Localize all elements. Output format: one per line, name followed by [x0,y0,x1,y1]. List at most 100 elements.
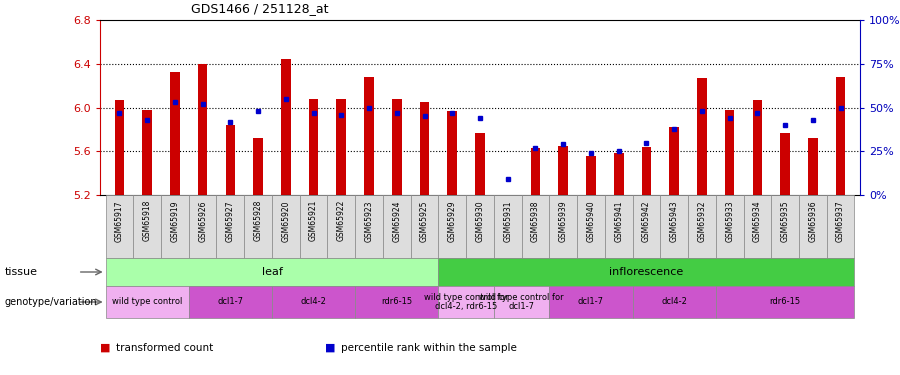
Bar [716,286,854,318]
Text: GDS1466 / 251128_at: GDS1466 / 251128_at [191,2,328,15]
Bar [494,195,522,258]
Text: wild type control for
dcl4-2, rdr6-15: wild type control for dcl4-2, rdr6-15 [424,292,508,311]
Bar [272,286,356,318]
Text: GSM65935: GSM65935 [780,200,789,242]
Text: leaf: leaf [262,267,283,277]
Bar [419,102,429,195]
Bar [114,100,124,195]
Text: genotype/variation: genotype/variation [4,297,97,307]
Bar [356,195,382,258]
Bar [577,195,605,258]
Bar [558,146,568,195]
Bar [337,99,347,195]
Text: GSM65933: GSM65933 [725,200,734,242]
Bar [133,195,161,258]
Bar [827,195,854,258]
Text: GSM65925: GSM65925 [420,200,429,242]
Bar [688,195,716,258]
Text: inflorescence: inflorescence [609,267,683,277]
Text: tissue: tissue [4,267,38,277]
Text: GSM65939: GSM65939 [559,200,568,242]
Text: dcl4-2: dcl4-2 [301,297,327,306]
Text: GSM65922: GSM65922 [337,200,346,242]
Text: wild type control: wild type control [112,297,183,306]
Bar [438,286,494,318]
Bar [189,195,217,258]
Text: GSM65943: GSM65943 [670,200,679,242]
Text: dcl4-2: dcl4-2 [662,297,687,306]
Bar [410,195,438,258]
Bar [161,195,189,258]
Bar [614,153,624,195]
Bar [438,258,854,286]
Bar [244,195,272,258]
Bar [752,100,762,195]
Bar [105,286,189,318]
Text: GSM65936: GSM65936 [808,200,817,242]
Text: ■: ■ [325,343,339,353]
Text: GSM65929: GSM65929 [448,200,457,242]
Bar [328,195,356,258]
Bar [189,286,272,318]
Bar [170,72,180,195]
Text: percentile rank within the sample: percentile rank within the sample [341,343,518,353]
Bar [356,286,438,318]
Text: dcl1-7: dcl1-7 [218,297,243,306]
Bar [549,286,633,318]
Bar [382,195,410,258]
Bar [466,195,494,258]
Text: GSM65931: GSM65931 [503,200,512,242]
Text: GSM65923: GSM65923 [364,200,373,242]
Bar [743,195,771,258]
Text: GSM65932: GSM65932 [698,200,706,242]
Text: GSM65926: GSM65926 [198,200,207,242]
Bar [633,286,716,318]
Bar [105,195,133,258]
Bar [771,195,799,258]
Bar [494,286,549,318]
Bar [605,195,633,258]
Bar [392,99,401,195]
Bar [531,148,540,195]
Text: GSM65924: GSM65924 [392,200,401,242]
Bar [300,195,328,258]
Bar [549,195,577,258]
Bar [226,125,235,195]
Bar [836,77,845,195]
Text: GSM65920: GSM65920 [282,200,291,242]
Bar [780,133,790,195]
Text: GSM65928: GSM65928 [254,200,263,242]
Bar [475,133,485,195]
Bar [661,195,688,258]
Text: GSM65938: GSM65938 [531,200,540,242]
Bar [272,195,300,258]
Text: wild type control for
dcl1-7: wild type control for dcl1-7 [480,292,564,311]
Bar [808,138,818,195]
Bar [105,258,438,286]
Bar [281,59,291,195]
Bar [586,156,596,195]
Text: rdr6-15: rdr6-15 [382,297,412,306]
Bar [799,195,827,258]
Text: GSM65930: GSM65930 [475,200,484,242]
Bar [522,195,549,258]
Text: transformed count: transformed count [116,343,213,353]
Text: GSM65942: GSM65942 [642,200,651,242]
Bar [716,195,743,258]
Bar [670,127,679,195]
Text: GSM65934: GSM65934 [753,200,762,242]
Text: ■: ■ [100,343,114,353]
Text: GSM65918: GSM65918 [143,200,152,242]
Text: dcl1-7: dcl1-7 [578,297,604,306]
Text: GSM65919: GSM65919 [170,200,179,242]
Bar [697,78,706,195]
Bar [217,195,244,258]
Bar [309,99,319,195]
Bar [447,111,457,195]
Text: GSM65927: GSM65927 [226,200,235,242]
Bar [253,138,263,195]
Text: GSM65921: GSM65921 [309,200,318,242]
Bar [142,110,152,195]
Text: GSM65941: GSM65941 [614,200,623,242]
Text: GSM65917: GSM65917 [115,200,124,242]
